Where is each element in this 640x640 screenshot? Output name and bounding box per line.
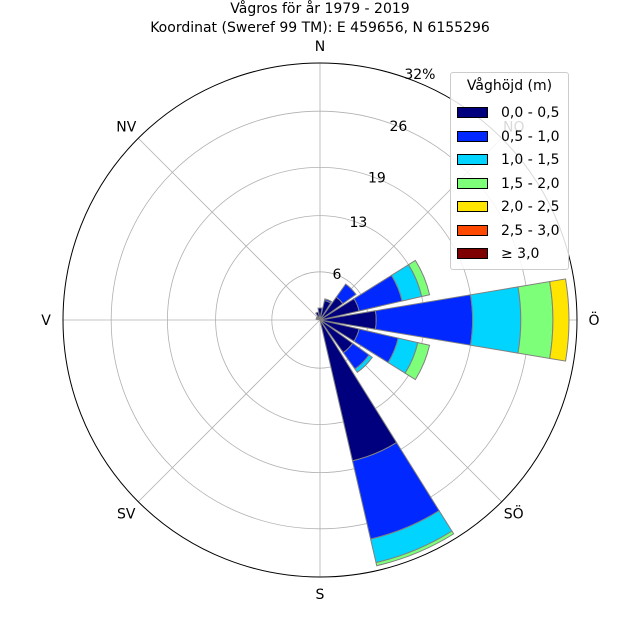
radial-tick-label: 19 bbox=[368, 171, 386, 187]
legend-label-7: ≥ 3,0 bbox=[501, 246, 540, 262]
rose-bar-15-0 bbox=[315, 311, 321, 321]
chart-title: Vågros för år 1979 - 2019 bbox=[230, 1, 410, 17]
radial-tick-label: 26 bbox=[389, 119, 407, 135]
rose-bar-5-3 bbox=[404, 341, 431, 381]
rose-bar-4-3 bbox=[517, 280, 554, 360]
legend-item-3: 1,0 - 1,5 bbox=[457, 150, 567, 170]
rose-bar-7-3 bbox=[375, 530, 455, 567]
legend-label-5: 2,0 - 2,5 bbox=[501, 199, 560, 215]
radial-gridline bbox=[137, 137, 321, 321]
legend-label-3: 1,0 - 1,5 bbox=[501, 152, 560, 168]
legend-item-5: 2,0 - 2,5 bbox=[457, 197, 567, 217]
polar-frame bbox=[62, 62, 578, 578]
legend-label-6: 2,5 - 3,0 bbox=[501, 222, 560, 239]
radial-tick-label: 6 bbox=[332, 267, 341, 283]
legend-label-2: 0,5 - 1,0 bbox=[501, 128, 560, 145]
direction-label-SV: SV bbox=[117, 507, 136, 523]
direction-label-SÖ: SÖ bbox=[504, 505, 524, 523]
legend-item-2: 0,5 - 1,0 bbox=[457, 127, 567, 147]
chart-subtitle: Koordinat (Sweref 99 TM): E 459656, N 61… bbox=[150, 20, 490, 36]
legend-label-4: 1,5 - 2,0 bbox=[501, 175, 560, 192]
direction-label-Ö: Ö bbox=[588, 311, 599, 329]
direction-label-V: V bbox=[41, 313, 51, 329]
legend-swatch-3 bbox=[457, 154, 488, 165]
legend-item-7: ≥ 3,0 bbox=[457, 244, 567, 264]
legend-item-6: 2,5 - 3,0 bbox=[457, 221, 567, 241]
rose-bar-0-0 bbox=[317, 307, 323, 321]
legend-swatch-2 bbox=[457, 130, 488, 142]
radial-gridline bbox=[137, 319, 321, 503]
rose-bar-1-1 bbox=[323, 298, 333, 304]
rose-bar-3-3 bbox=[407, 259, 431, 298]
legend-label-1: 0,0 - 0,5 bbox=[501, 105, 560, 121]
radial-tick-label: 32% bbox=[404, 67, 435, 83]
legend: Våghöjd (m) 0,0 - 0,5 0,5 - 1,0 1,0 - 1,… bbox=[450, 72, 569, 270]
direction-label-S: S bbox=[316, 587, 325, 603]
legend-item-1: 0,0 - 0,5 bbox=[457, 103, 567, 123]
legend-swatch-7 bbox=[457, 248, 488, 259]
radial-tick-label: 13 bbox=[350, 215, 368, 231]
direction-label-NV: NV bbox=[116, 119, 136, 135]
legend-title: Våghöjd (m) bbox=[466, 78, 553, 94]
legend-swatch-4 bbox=[457, 177, 488, 189]
legend-swatch-5 bbox=[457, 201, 488, 212]
rose-bar-4-4 bbox=[549, 278, 570, 362]
legend-swatch-1 bbox=[457, 107, 488, 118]
legend-swatch-6 bbox=[457, 224, 488, 236]
direction-label-N: N bbox=[315, 39, 325, 55]
legend-item-4: 1,5 - 2,0 bbox=[457, 174, 567, 194]
rose-bar-4-2 bbox=[469, 286, 522, 354]
rose-bar-2-1 bbox=[335, 283, 357, 305]
rose-bar-6-2 bbox=[354, 354, 374, 374]
